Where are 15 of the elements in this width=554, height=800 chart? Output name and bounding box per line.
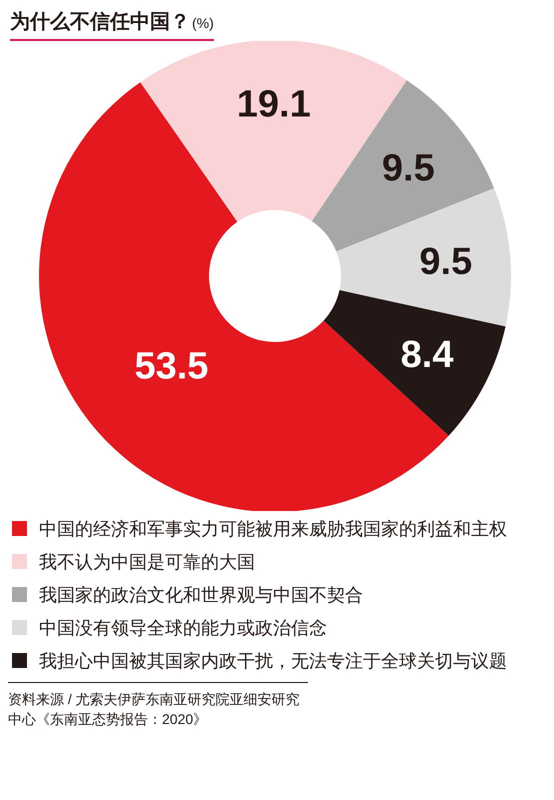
legend-label: 我国家的政治文化和世界观与中国不契合 [39, 584, 363, 607]
data-label: 53.5 [134, 345, 208, 388]
data-label: 9.5 [382, 147, 435, 190]
legend-label: 我担心中国被其国家内政干扰，无法专注于全球关切与议题 [39, 650, 507, 673]
data-label: 8.4 [400, 334, 454, 376]
donut-slice [324, 290, 506, 436]
legend-label: 我不认为中国是可靠的大国 [39, 551, 255, 574]
chart-subtitle: (%) [192, 15, 214, 31]
chart-title: 为什么不信任中国？ [10, 11, 190, 33]
legend-label: 中国的经济和军事实力可能被用来威胁我国家的利益和主权 [39, 518, 507, 541]
text: 资料来源 / 尤索夫伊萨东南亚研究院亚细安研究中心《东南亚态势报告：2020》 [8, 690, 301, 729]
data-label: 19.1 [236, 84, 311, 126]
donut-slice [336, 188, 511, 327]
data-label: 9.5 [419, 240, 472, 283]
legend-label: 中国没有领导全球的能力或政治信念 [39, 617, 327, 640]
